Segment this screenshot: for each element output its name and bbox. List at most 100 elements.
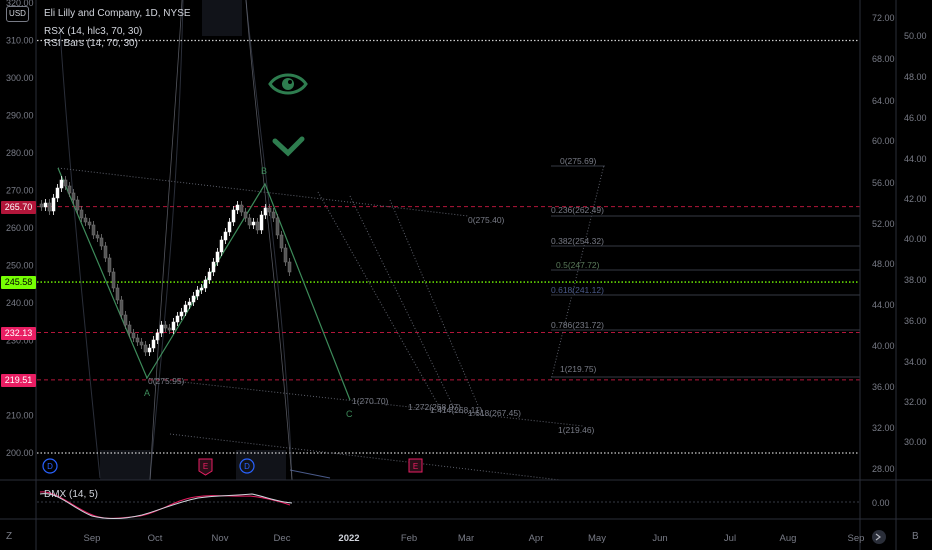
candle — [279, 234, 284, 249]
svg-text:E: E — [203, 462, 208, 471]
dmx-pane-title[interactable]: DMX (14, 5) — [44, 489, 98, 500]
price-axis-tick: 260.00 — [6, 223, 34, 233]
candle — [195, 289, 200, 297]
candle — [135, 337, 140, 343]
candle — [103, 245, 108, 259]
time-axis-label: Jun — [652, 533, 667, 544]
price-axis-tick: 280.00 — [6, 148, 34, 158]
candle — [215, 251, 220, 263]
candle — [199, 287, 204, 291]
candle — [115, 287, 120, 301]
channel-label: 1.272(268.97) — [408, 402, 461, 412]
candle — [267, 207, 272, 213]
candle — [75, 199, 80, 211]
candle — [171, 321, 176, 331]
candle — [99, 237, 104, 247]
rsx-axis-tick: 32.00 — [872, 423, 895, 433]
time-axis-label: Aug — [780, 533, 797, 544]
candle — [55, 187, 60, 199]
rsi-axis-tick: 32.00 — [904, 397, 927, 407]
fib-label: 1(219.75) — [560, 364, 597, 374]
rsx-axis-tick: 68.00 — [872, 54, 895, 64]
event-marker-earnings[interactable]: E — [198, 458, 213, 476]
price-axis-tick: 300.00 — [6, 73, 34, 83]
price-axis-tick: 200.00 — [6, 448, 34, 458]
axis-right-button[interactable]: B — [912, 531, 919, 542]
candle — [251, 221, 256, 226]
candle — [243, 211, 248, 219]
channel-label: 0(275.40) — [468, 215, 505, 225]
candle — [239, 204, 244, 213]
price-axis-tick: 270.00 — [6, 186, 34, 196]
indicator-rsi-bars-label[interactable]: RSI Bars (14, 70, 30) — [44, 38, 138, 49]
wave-label-c: C — [346, 409, 353, 419]
candle — [203, 279, 208, 289]
time-axis-label: Feb — [401, 533, 417, 544]
candle — [127, 324, 132, 334]
fib-label: 0(275.69) — [560, 156, 597, 166]
rsx-axis-tick: 44.00 — [872, 300, 895, 310]
rsi-axis-tick: 36.00 — [904, 316, 927, 326]
candle — [131, 332, 136, 339]
time-axis-label: 2022 — [338, 533, 359, 544]
time-axis-label: Dec — [274, 533, 291, 544]
price-axis-tick: 310.00 — [6, 36, 34, 46]
candle — [95, 234, 100, 239]
wave-label-a: A — [144, 388, 150, 398]
candle — [47, 202, 52, 212]
candle — [247, 217, 252, 226]
eye-icon — [268, 73, 308, 95]
candle — [159, 324, 164, 334]
time-axis-label: Mar — [458, 533, 474, 544]
goto-date-icon[interactable] — [872, 530, 886, 544]
candle — [271, 211, 276, 219]
svg-text:D: D — [47, 462, 53, 471]
candle — [67, 185, 72, 194]
event-marker-dividend[interactable]: D — [239, 458, 255, 474]
candle — [43, 202, 48, 208]
price-axis-tick: 320.00 — [6, 0, 34, 8]
event-marker-earnings[interactable]: E — [408, 458, 423, 473]
price-badge: 219.51 — [1, 373, 36, 387]
axis-left-button[interactable]: Z — [6, 531, 13, 542]
rsi-axis-tick: 40.00 — [904, 234, 927, 244]
channel-label: 1(219.46) — [558, 425, 595, 435]
candle — [39, 203, 44, 208]
rsi-axis-tick: 46.00 — [904, 113, 927, 123]
candle — [91, 224, 96, 236]
price-axis-tick: 240.00 — [6, 298, 34, 308]
rsi-axis-tick: 30.00 — [904, 437, 927, 447]
candle — [83, 217, 88, 223]
candle — [71, 192, 76, 201]
candle — [123, 314, 128, 326]
candle — [107, 257, 112, 273]
rsx-axis-tick: 48.00 — [872, 259, 895, 269]
time-axis-label: Nov — [212, 533, 229, 544]
symbol-title: Eli Lilly and Company, 1D, NYSE — [44, 8, 191, 19]
fib-label: 0.382(254.32) — [551, 236, 604, 246]
candle — [143, 344, 148, 353]
channel-label: 1(270.70) — [352, 396, 389, 406]
rsx-axis-tick: 36.00 — [872, 382, 895, 392]
candle — [191, 295, 196, 303]
rsi-axis-tick: 50.00 — [904, 31, 927, 41]
svg-text:D: D — [244, 462, 250, 471]
candle — [119, 299, 124, 316]
candle — [183, 304, 188, 313]
time-axis-label: May — [588, 533, 606, 544]
indicator-rsx-label[interactable]: RSX (14, hlc3, 70, 30) — [44, 26, 143, 37]
rsi-axis-tick: 38.00 — [904, 275, 927, 285]
rsx-axis-tick: 64.00 — [872, 96, 895, 106]
currency-badge[interactable]: USD — [6, 6, 29, 22]
candle — [59, 179, 64, 189]
wave-label-b: B — [261, 166, 267, 176]
candle — [111, 271, 116, 289]
price-badge: 265.70 — [1, 200, 36, 214]
rsi-axis-tick: 48.00 — [904, 72, 927, 82]
price-axis-tick: 210.00 — [6, 411, 34, 421]
event-marker-dividend[interactable]: D — [42, 458, 58, 474]
channel-label: 1.618(267.45) — [468, 408, 521, 418]
rsx-axis-tick: 56.00 — [872, 178, 895, 188]
rsx-axis-tick: 28.00 — [872, 464, 895, 474]
